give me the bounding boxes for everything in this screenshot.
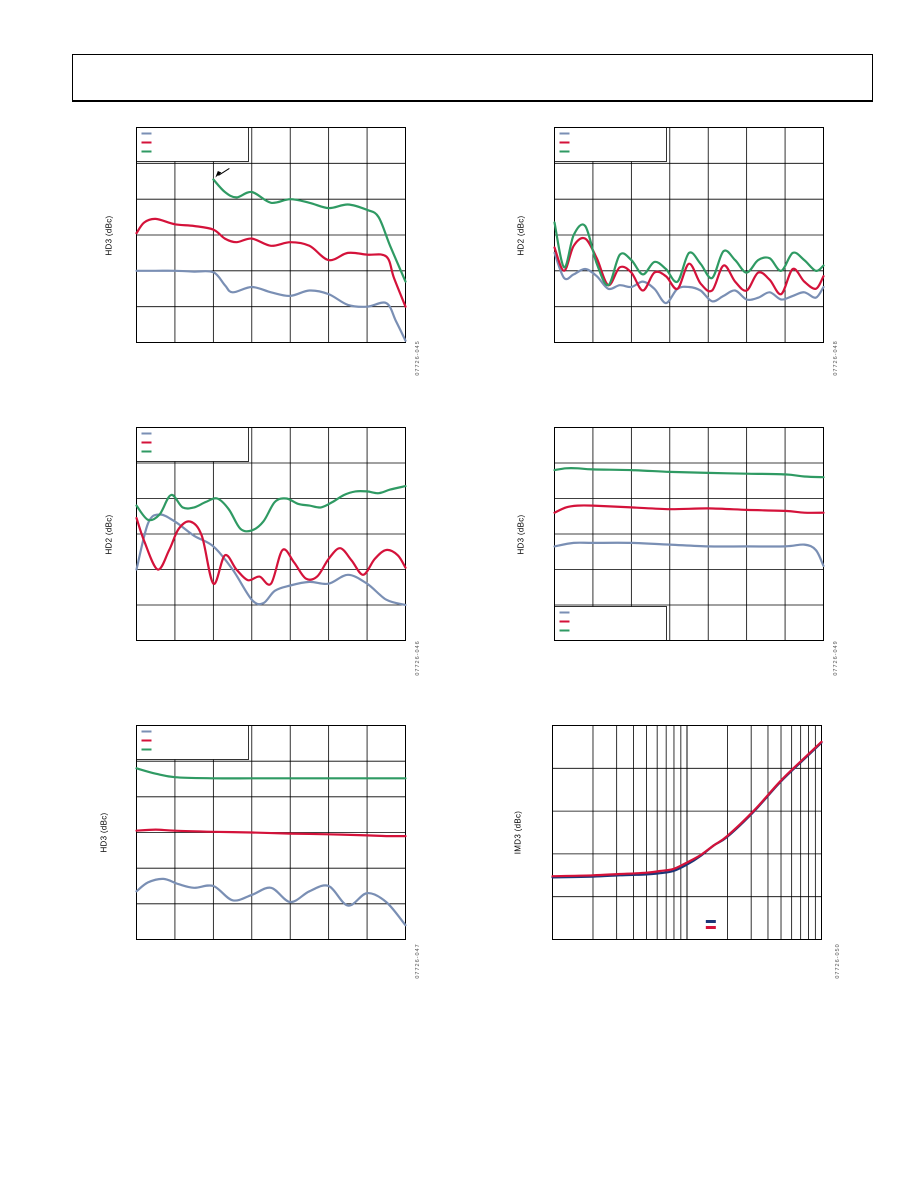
plot-frame — [552, 725, 822, 940]
grid — [136, 427, 406, 641]
figure-id: 07726-046 — [415, 640, 421, 676]
y-axis-label: HD3 (dBc) — [99, 812, 109, 853]
y-axis-label: HD2 (dBc) — [516, 215, 526, 256]
series-line-green — [212, 178, 407, 283]
series-line-red — [135, 516, 407, 586]
series-line-blue — [553, 251, 825, 305]
chart-hd2-fig2 — [553, 127, 825, 343]
figure-id: 07726-050 — [835, 943, 841, 979]
series-line-red — [135, 217, 407, 308]
annotation-arrow-head — [215, 170, 222, 178]
series-line-blue — [553, 541, 825, 567]
chart-imd3-fig6 — [551, 725, 823, 940]
y-axis-label: HD3 (dBc) — [516, 514, 526, 555]
legend-swatch-red — [705, 926, 716, 929]
annotation-arrow-line — [218, 168, 230, 176]
legend-box — [136, 127, 249, 162]
chart-hd3-fig1 — [135, 127, 407, 343]
series-line-blue — [135, 269, 407, 342]
series-line-blue — [135, 513, 407, 607]
series-line-red — [135, 828, 407, 838]
y-axis-label: IMD3 (dBc) — [513, 810, 523, 855]
chart-hd3-fig5 — [135, 725, 407, 940]
series-line-green — [135, 485, 407, 533]
figure-id: 07726-045 — [415, 340, 421, 376]
grid — [552, 725, 822, 940]
plot-frame — [136, 427, 406, 641]
plot-frame — [554, 427, 824, 641]
series-line-blue — [135, 877, 407, 927]
plot-frame — [136, 725, 406, 940]
figure-id: 07726-047 — [415, 943, 421, 979]
y-axis-label: HD3 (dBc) — [104, 215, 114, 256]
series-line-red — [553, 236, 825, 296]
legend-swatch-navy — [705, 920, 716, 923]
grid — [136, 127, 406, 343]
figure-id: 07726-048 — [833, 340, 839, 376]
grid — [554, 427, 824, 641]
series-line-green — [553, 467, 825, 479]
figure-id: 07726-049 — [833, 640, 839, 676]
legend-box — [554, 127, 667, 162]
series-line-green — [135, 767, 407, 780]
plot-frame — [136, 127, 406, 343]
legend-box — [136, 427, 249, 462]
legend-box — [554, 606, 667, 641]
legend-box — [136, 725, 249, 760]
chart-hd3-fig4 — [553, 427, 825, 641]
y-axis-label: HD2 (dBc) — [104, 514, 114, 555]
series-line-red — [553, 504, 825, 514]
chart-hd2-fig3 — [135, 427, 407, 641]
series-line-green — [553, 221, 825, 287]
series-line-red — [551, 740, 823, 878]
page-header-box — [72, 54, 873, 102]
plot-frame — [554, 127, 824, 343]
